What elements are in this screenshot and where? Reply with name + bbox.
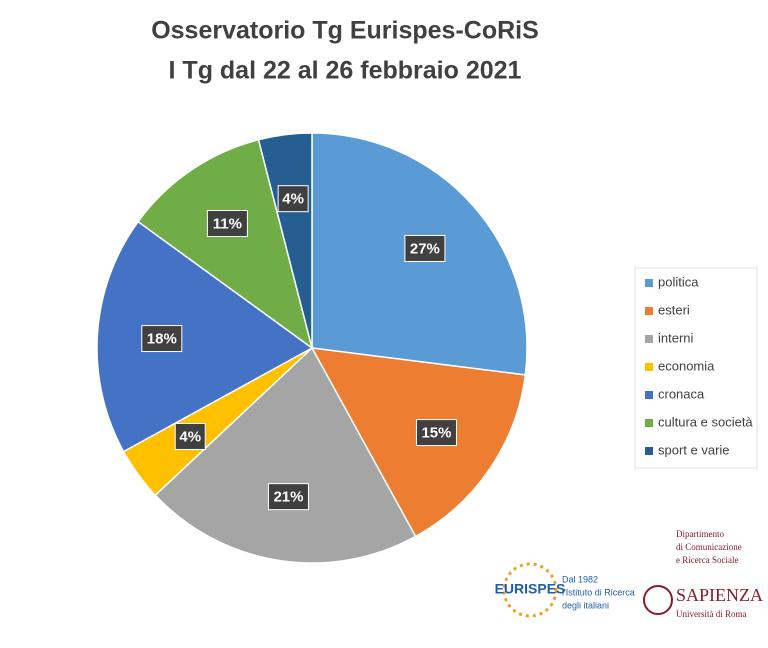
label-box bbox=[174, 422, 206, 450]
data-label: 18% bbox=[147, 331, 177, 348]
department-name: Dipartimento bbox=[676, 529, 724, 539]
data-label: 21% bbox=[273, 489, 303, 506]
label-box bbox=[141, 325, 183, 353]
pie-slice bbox=[154, 346, 417, 564]
sapienza-logo: Dipartimento di Comunicazione e Ricerca … bbox=[643, 529, 763, 619]
legend-swatch bbox=[645, 419, 653, 427]
label-box bbox=[404, 234, 446, 262]
eurispes-logo: EURISPES Dal 1982 l'Istituto di Ricerca … bbox=[495, 562, 635, 618]
data-label: 15% bbox=[421, 425, 451, 442]
legend-swatch bbox=[645, 335, 653, 343]
eurispes-name: EURISPES bbox=[495, 581, 566, 597]
label-box bbox=[277, 185, 309, 213]
eurispes-note: degli italiani bbox=[562, 600, 609, 610]
legend-swatch bbox=[645, 447, 653, 455]
department-name: e Ricerca Sociale bbox=[676, 555, 738, 565]
pie-slice bbox=[137, 138, 314, 350]
eurispes-note: Dal 1982 bbox=[562, 574, 598, 584]
legend-label: sport e varie bbox=[658, 442, 730, 457]
sapienza-name: Sapienza bbox=[676, 585, 763, 605]
chart-subtitle: I Tg dal 22 al 26 febbraio 2021 bbox=[169, 57, 522, 85]
data-label: 11% bbox=[213, 215, 242, 232]
label-box bbox=[415, 419, 457, 447]
legend-label: cronaca bbox=[658, 386, 705, 401]
eurispes-note: l'Istituto di Ricerca bbox=[562, 587, 635, 597]
legend-swatch bbox=[645, 279, 653, 287]
data-label: 4% bbox=[282, 191, 304, 208]
chart-title: Osservatorio Tg Eurispes-CoRiS bbox=[151, 17, 539, 45]
department-name: di Comunicazione bbox=[676, 542, 742, 552]
legend-label: economia bbox=[658, 358, 715, 373]
data-label: 4% bbox=[179, 428, 201, 445]
pie-slice bbox=[96, 220, 314, 453]
legend-swatch bbox=[645, 363, 653, 371]
legend-label: interni bbox=[658, 330, 694, 345]
legend-box bbox=[634, 267, 758, 469]
sapienza-note: Università di Roma bbox=[676, 609, 747, 619]
label-box bbox=[267, 483, 309, 511]
legend-swatch bbox=[645, 307, 653, 315]
data-label: 27% bbox=[410, 240, 440, 257]
legend-label: politica bbox=[658, 274, 699, 289]
label-box bbox=[206, 210, 248, 238]
legend-label: esteri bbox=[658, 302, 690, 317]
legend-label: cultura e società bbox=[658, 414, 753, 429]
legend-swatch bbox=[645, 391, 653, 399]
